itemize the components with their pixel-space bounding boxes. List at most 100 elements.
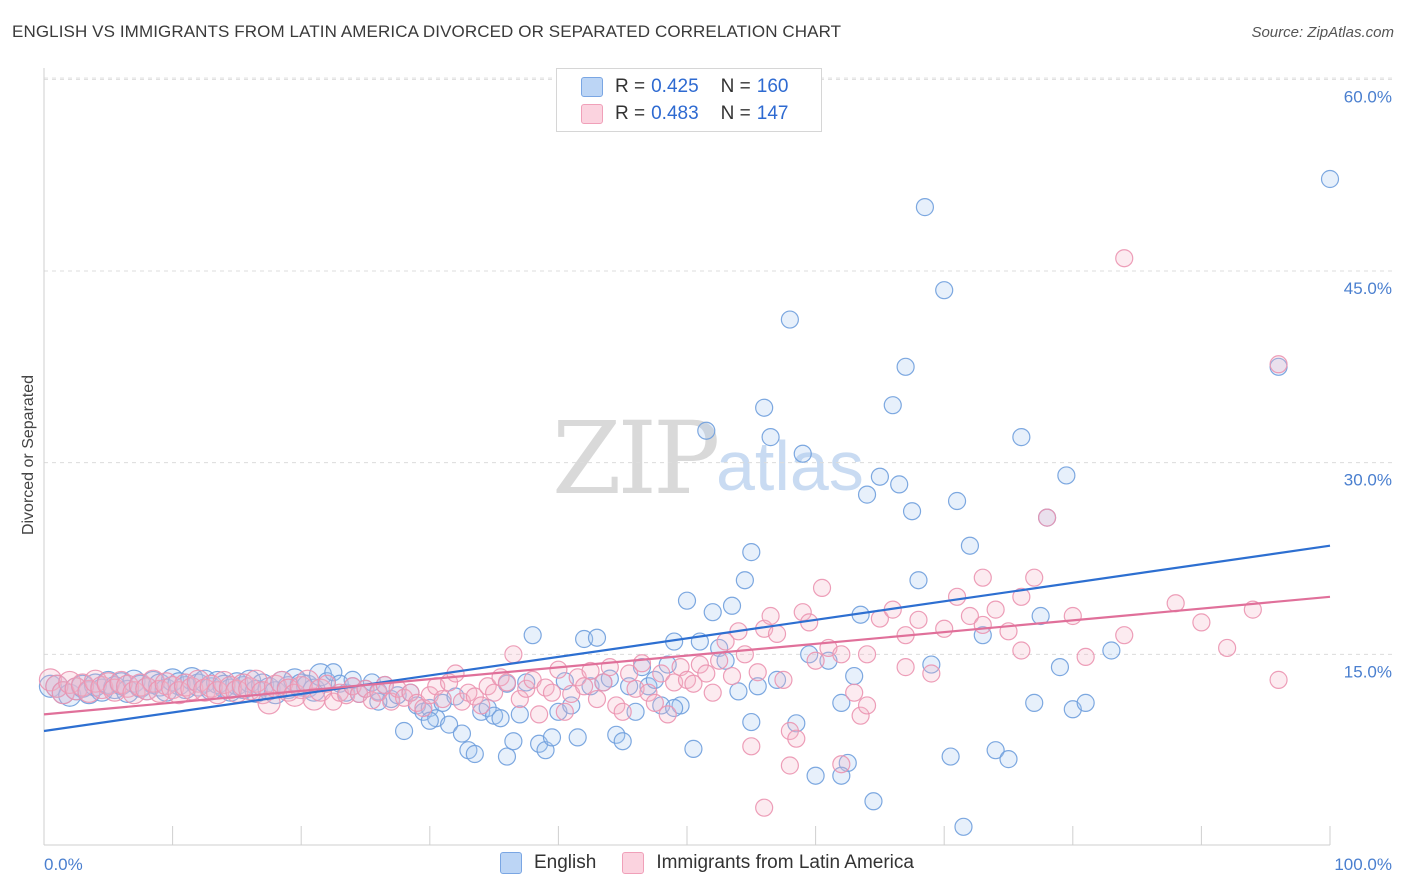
- legend-row-latin: R = 0.483 N = 147: [581, 101, 788, 127]
- latin-point: [922, 664, 941, 683]
- r-label: R =: [615, 76, 646, 97]
- latin-swatch: [581, 104, 603, 124]
- latin-point: [857, 645, 877, 664]
- english-point: [864, 792, 883, 811]
- english-point: [947, 491, 967, 511]
- english-point: [722, 596, 742, 615]
- latin-point: [735, 645, 754, 664]
- latin-point: [767, 624, 787, 643]
- english-point: [684, 739, 703, 758]
- english-point: [497, 747, 517, 766]
- source-credit: Source: ZipAtlas.com: [1251, 24, 1394, 41]
- english-point: [452, 724, 472, 743]
- english-swatch: [581, 77, 603, 97]
- english-point: [755, 398, 774, 417]
- legend-item-latin[interactable]: Immigrants from Latin America: [622, 852, 914, 874]
- n-value: 160: [756, 76, 789, 97]
- english-point: [677, 591, 697, 610]
- latin-point: [1269, 670, 1288, 689]
- y-tick-label: 45.0%: [1344, 279, 1392, 298]
- latin-point: [986, 600, 1005, 619]
- english-point: [613, 732, 632, 751]
- latin-point: [1012, 641, 1031, 660]
- latin-point: [549, 660, 568, 679]
- latin-point: [244, 669, 268, 693]
- r-value: 0.425: [651, 76, 699, 97]
- latin-point: [1166, 594, 1185, 613]
- english-point: [793, 444, 812, 463]
- english-point: [857, 485, 877, 504]
- english-point: [161, 668, 185, 692]
- n-label: N =: [720, 76, 751, 97]
- latin-point: [973, 568, 992, 587]
- grid-lines: [44, 77, 1392, 655]
- english-point: [915, 198, 935, 217]
- latin-point: [575, 677, 594, 696]
- english-point: [896, 357, 915, 376]
- latin-point: [806, 651, 825, 670]
- latin-point: [103, 678, 127, 702]
- english-point: [324, 663, 343, 682]
- latin-point: [173, 673, 198, 697]
- latin-point: [70, 673, 95, 697]
- latin-point: [472, 696, 491, 715]
- latin-point: [632, 654, 652, 673]
- latin-point: [909, 610, 928, 629]
- english-point: [206, 670, 230, 695]
- legend-label-english: English: [534, 852, 597, 873]
- latin-point: [148, 679, 172, 703]
- latin-point: [703, 683, 722, 702]
- latin-point: [639, 683, 658, 702]
- latin-point: [1115, 626, 1134, 645]
- english-point: [626, 702, 645, 721]
- english-point: [767, 670, 787, 689]
- latin-point: [109, 670, 133, 695]
- latin-point: [722, 666, 742, 686]
- english-point: [870, 467, 890, 486]
- latin-point: [594, 673, 613, 692]
- latin-point: [115, 674, 140, 698]
- english-point: [1050, 658, 1070, 677]
- n-value: 147: [756, 103, 789, 124]
- latin-point: [433, 689, 452, 709]
- english-point: [394, 721, 414, 741]
- latin-point: [497, 673, 517, 692]
- english-point: [568, 728, 587, 747]
- english-point: [251, 673, 275, 697]
- latin-point: [1025, 568, 1044, 587]
- chart-title: ENGLISH VS IMMIGRANTS FROM LATIN AMERICA…: [12, 22, 842, 41]
- y-tick-label: 15.0%: [1344, 662, 1392, 681]
- english-point: [504, 732, 523, 751]
- english-point: [729, 682, 748, 701]
- english-point: [935, 281, 954, 300]
- latin-point: [697, 664, 716, 683]
- english-point: [735, 571, 754, 590]
- english-point: [575, 629, 594, 649]
- latin-point: [581, 661, 600, 681]
- english-point: [38, 674, 63, 698]
- latin-point: [780, 756, 799, 775]
- latin-point: [851, 706, 870, 725]
- latin-trend-line: [43, 595, 1331, 716]
- english-point: [890, 475, 909, 494]
- english-point: [954, 817, 973, 836]
- latin-point: [748, 663, 767, 682]
- legend-item-english[interactable]: English: [500, 852, 596, 874]
- latin-point: [401, 683, 420, 702]
- correlation-legend: R = 0.425 N = 160 R = 0.483 N = 147: [556, 68, 822, 132]
- latin-point: [122, 681, 146, 705]
- n-label: N =: [720, 103, 751, 124]
- latin-point: [935, 619, 954, 638]
- axes: [43, 68, 1331, 846]
- latin-point: [690, 655, 709, 674]
- latin-point: [710, 651, 729, 670]
- series-legend: English Immigrants from Latin America: [500, 852, 940, 874]
- latin-point: [587, 689, 607, 709]
- english-point: [1320, 169, 1340, 189]
- latin-point: [45, 674, 69, 698]
- latin-point: [510, 689, 529, 709]
- english-point: [748, 677, 767, 696]
- latin-point: [812, 578, 832, 597]
- english-point: [845, 666, 864, 686]
